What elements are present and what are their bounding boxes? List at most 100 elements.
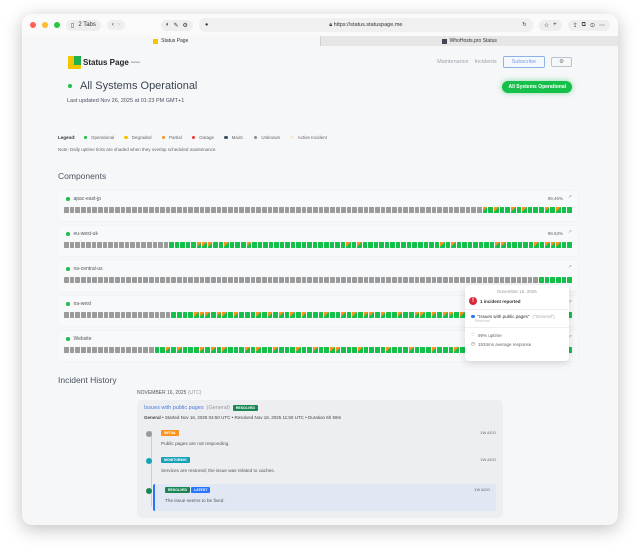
uptime-tick[interactable] [567,277,573,283]
uptime-tick[interactable] [329,347,335,353]
uptime-tick[interactable] [506,242,512,248]
uptime-tick[interactable] [196,242,202,248]
uptime-tick[interactable] [346,242,351,248]
uptime-tick[interactable] [103,312,109,318]
external-link-icon[interactable]: ↗ [567,264,572,270]
uptime-tick[interactable] [352,347,358,353]
forward-icon[interactable]: › [117,22,120,28]
uptime-tick[interactable] [369,312,375,318]
uptime-tick[interactable] [239,277,244,283]
uptime-tick[interactable] [171,347,177,353]
uptime-tick[interactable] [222,347,228,353]
uptime-tick[interactable] [318,242,323,248]
uptime-tick[interactable] [278,277,284,283]
uptime-tick[interactable] [386,277,392,283]
uptime-tick[interactable] [109,277,114,283]
uptime-tick[interactable] [448,277,454,283]
uptime-tick[interactable] [86,207,92,213]
new-tab-icon[interactable]: + [553,22,557,28]
uptime-tick[interactable] [131,312,137,318]
uptime-tick[interactable] [335,207,341,213]
uptime-tick[interactable] [171,312,177,318]
uptime-tick[interactable] [412,242,417,248]
uptime-tick[interactable] [199,277,205,283]
uptime-tick[interactable] [307,277,312,283]
uptime-tick[interactable] [386,312,392,318]
uptime-tick[interactable] [263,242,268,248]
uptime-tick[interactable] [471,207,476,213]
uptime-tick[interactable] [171,207,177,213]
maximize-button[interactable] [54,22,60,28]
address-bar[interactable]: ● 🔒︎ https://status.statuspage.me ↻ [198,18,533,32]
uptime-tick[interactable] [250,347,256,353]
uptime-tick[interactable] [324,312,329,318]
uptime-tick[interactable] [340,242,346,248]
uptime-tick[interactable] [154,312,160,318]
uptime-tick[interactable] [295,312,301,318]
uptime-tick[interactable] [561,277,567,283]
uptime-tick[interactable] [137,207,143,213]
uptime-tick[interactable] [512,242,517,248]
uptime-tick[interactable] [143,347,148,353]
uptime-tick[interactable] [182,207,188,213]
uptime-tick[interactable] [482,277,488,283]
uptime-tick[interactable] [113,242,119,248]
uptime-tick[interactable] [437,312,442,318]
uptime-tick[interactable] [284,347,290,353]
uptime-tick[interactable] [180,242,185,248]
uptime-tick[interactable] [301,207,307,213]
uptime-tick[interactable] [482,207,488,213]
uptime-tick[interactable] [510,277,516,283]
uptime-tick[interactable] [527,207,533,213]
uptime-tick[interactable] [160,312,165,318]
uptime-tick[interactable] [69,207,75,213]
uptime-tick[interactable] [182,347,188,353]
uptime-tick[interactable] [409,347,414,353]
nav-maintenance[interactable]: Maintenance [437,59,469,65]
uptime-tick[interactable] [256,347,261,353]
uptime-tick[interactable] [290,312,295,318]
uptime-tick[interactable] [228,277,233,283]
uptime-tick[interactable] [295,347,301,353]
uptime-tick[interactable] [380,207,386,213]
shield-icon[interactable]: ◐ [165,22,170,28]
settings-button[interactable]: ⚙ [551,57,572,67]
uptime-tick[interactable] [358,277,363,283]
uptime-tick[interactable] [165,207,171,213]
uptime-tick[interactable] [296,242,301,248]
uptime-tick[interactable] [165,277,171,283]
tab-overview-button[interactable]: ▯ 2 Tabs [66,19,101,31]
uptime-tick[interactable] [194,207,199,213]
uptime-tick[interactable] [199,312,205,318]
uptime-tick[interactable] [148,207,154,213]
uptime-tick[interactable] [152,242,158,248]
uptime-tick[interactable] [267,312,273,318]
uptime-tick[interactable] [414,207,420,213]
uptime-tick[interactable] [534,242,539,248]
uptime-tick[interactable] [86,347,92,353]
uptime-tick[interactable] [392,312,397,318]
uptime-tick[interactable] [216,277,222,283]
uptime-tick[interactable] [233,347,239,353]
uptime-tick[interactable] [135,242,141,248]
uptime-tick[interactable] [448,312,454,318]
uptime-tick[interactable] [375,347,380,353]
uptime-tick[interactable] [268,242,274,248]
subscribe-button[interactable]: Subscribe [502,56,546,68]
uptime-tick[interactable] [137,312,143,318]
uptime-tick[interactable] [462,242,467,248]
uptime-tick[interactable] [171,277,177,283]
uptime-tick[interactable] [489,242,495,248]
uptime-tick[interactable] [120,277,126,283]
back-icon[interactable]: ‹ [111,22,114,28]
uptime-tick[interactable] [278,207,284,213]
uptime-tick[interactable] [274,242,279,248]
uptime-tick[interactable] [318,207,324,213]
uptime-tick[interactable] [257,242,263,248]
uptime-tick[interactable] [312,277,318,283]
uptime-tick[interactable] [80,347,86,353]
uptime-tick[interactable] [211,312,216,318]
uptime-tick[interactable] [301,277,307,283]
uptime-tick[interactable] [363,207,369,213]
uptime-tick[interactable] [92,312,97,318]
